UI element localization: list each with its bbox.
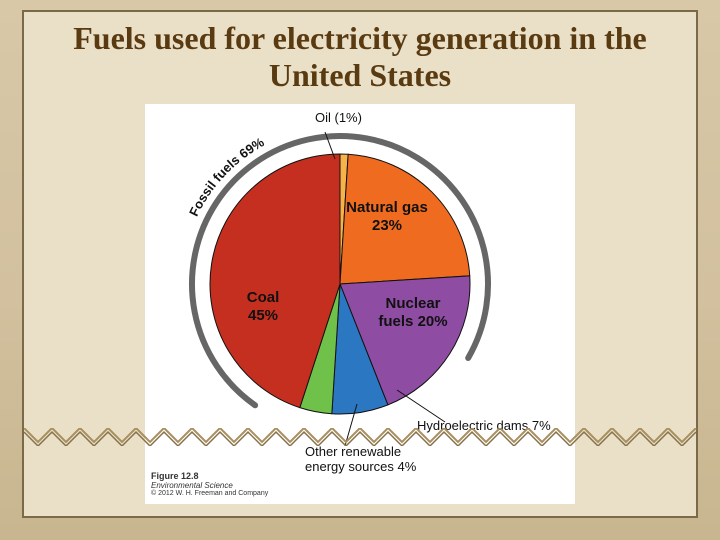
slice-label-line2: fuels 20% [378, 313, 447, 330]
slice-label-outside: Oil (1%) [315, 110, 362, 125]
pie-chart-container: Fossil fuels 69%Oil (1%)Natural gas23%Nu… [145, 104, 575, 504]
slice-label: Natural gas [346, 199, 428, 216]
pie-chart-svg: Fossil fuels 69%Oil (1%)Natural gas23%Nu… [145, 104, 575, 504]
slide-background: Fuels used for electricity generation in… [0, 0, 720, 540]
slice-label-outside: Hydroelectric dams 7% [417, 418, 551, 433]
slice-label-line2: 23% [372, 217, 402, 234]
slide-panel: Fuels used for electricity generation in… [22, 10, 698, 518]
slice-label: Nuclear [385, 295, 440, 312]
figure-caption: Figure 12.8 Environmental Science © 2012… [151, 472, 268, 498]
pie-slice-natural-gas [340, 154, 470, 284]
figure-copyright: © 2012 W. H. Freeman and Company [151, 490, 268, 498]
slice-label: Coal [247, 289, 280, 306]
figure-source: Environmental Science [151, 482, 268, 491]
slice-label-outside-line2: energy sources 4% [305, 459, 417, 474]
slice-label-line2: 45% [248, 307, 278, 324]
slide-title: Fuels used for electricity generation in… [24, 12, 696, 96]
slice-label-outside: Other renewable [305, 444, 401, 459]
